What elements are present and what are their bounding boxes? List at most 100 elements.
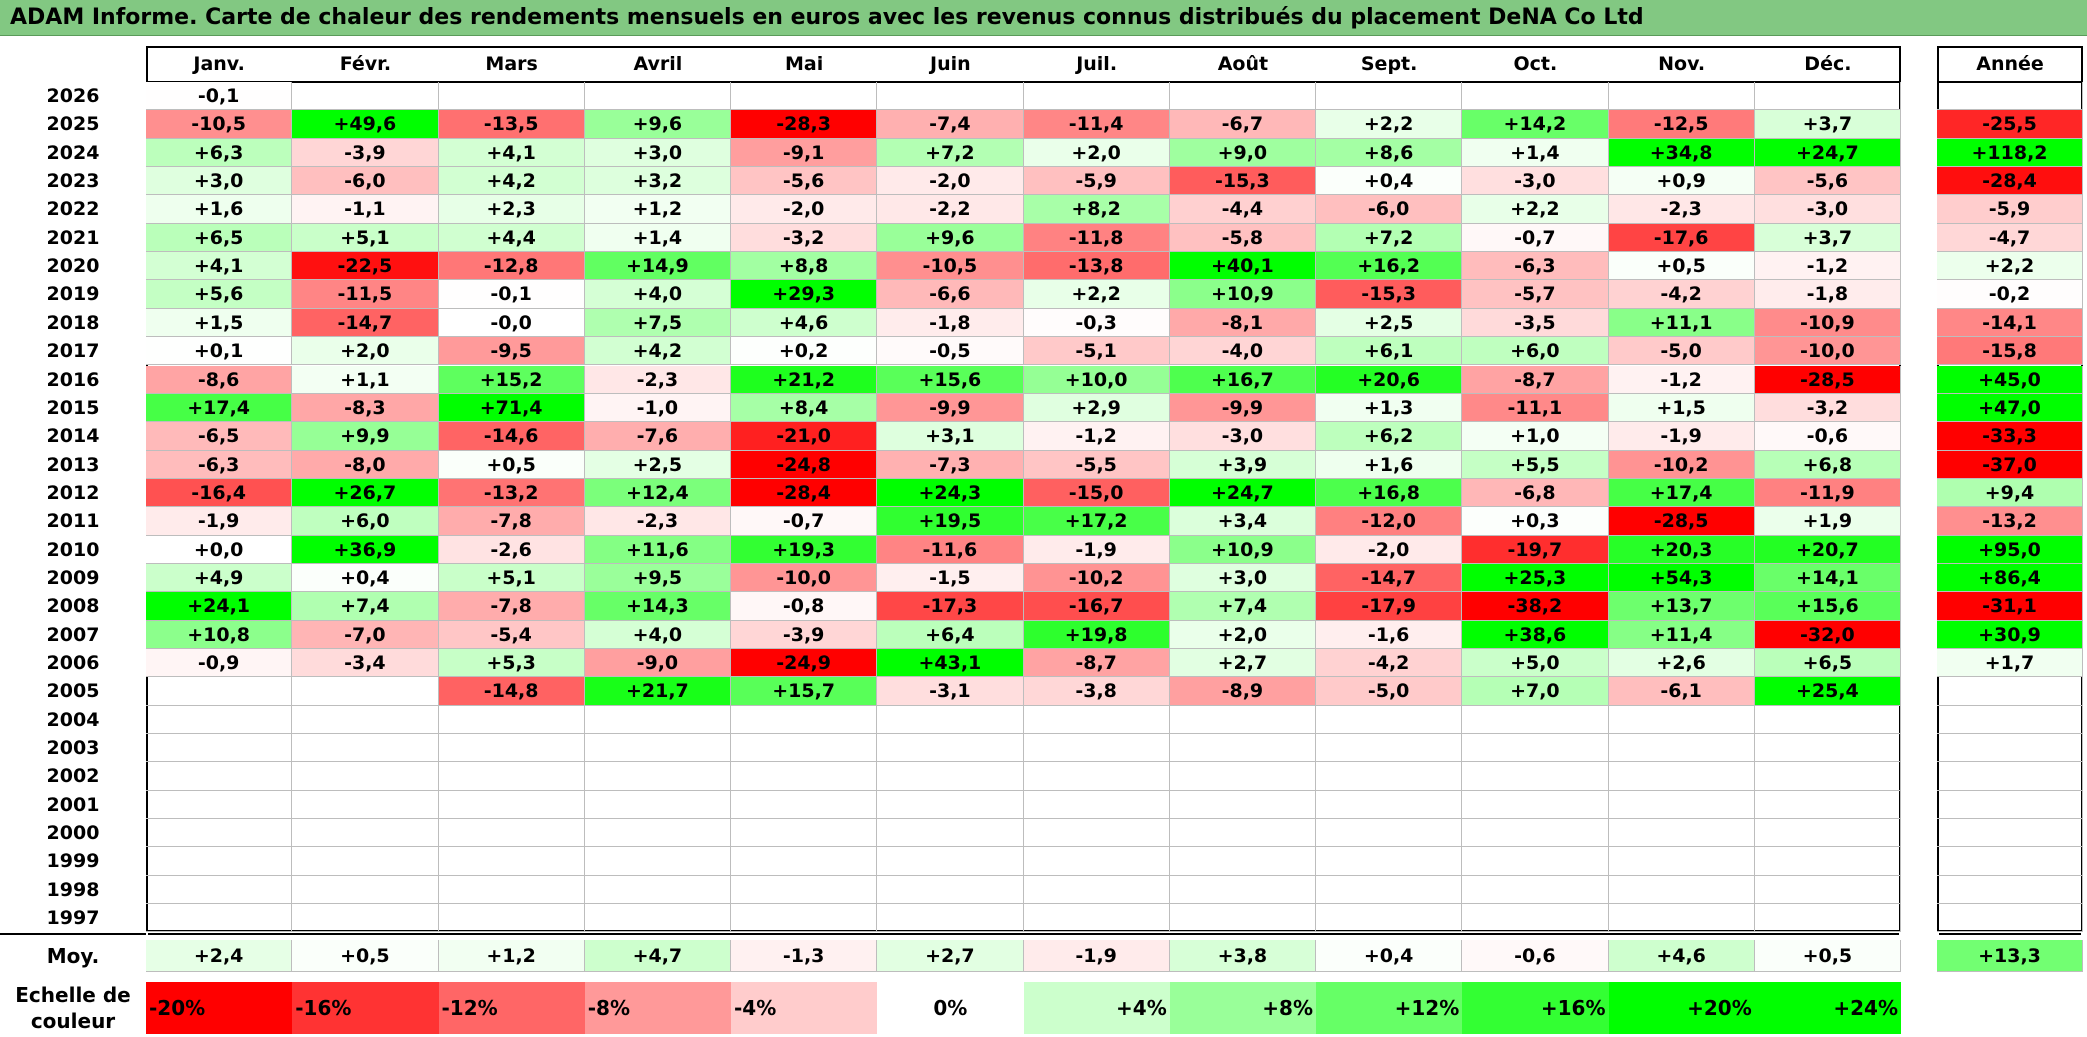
year-label: 2008 (46, 595, 100, 618)
heatmap-cell (1169, 819, 1316, 848)
heatmap-cell: +17,4 (1608, 478, 1755, 508)
heatmap-cell (1169, 790, 1316, 820)
heatmap-cell (877, 82, 1024, 111)
heatmap-cell: -6,3 (1462, 252, 1609, 281)
heatmap-cell (146, 819, 293, 848)
year-label: 2015 (46, 396, 100, 419)
heatmap-cell: -1,8 (1754, 280, 1901, 309)
heatmap-cell: -11,5 (292, 280, 439, 309)
heatmap-cell: -7,3 (877, 450, 1024, 479)
heatmap-cell: -1,2 (1023, 422, 1170, 451)
heatmap-cell: +7,4 (1169, 592, 1316, 621)
heatmap-cell (1023, 705, 1170, 735)
heatmap-cell (438, 705, 585, 735)
heatmap-cell: -6,5 (146, 422, 293, 451)
heatmap-cell: +13,7 (1608, 592, 1755, 621)
annual-cell: -15,8 (1937, 337, 2083, 366)
annual-cell (1937, 705, 2083, 735)
heatmap-cell: -0,7 (1462, 223, 1609, 253)
heatmap-cell: +2,0 (292, 337, 439, 366)
heatmap-cell: -19,7 (1462, 535, 1609, 564)
color-scale-label-line1: Echelle de (15, 983, 131, 1007)
heatmap-cell: -1,9 (146, 507, 293, 536)
heatmap-cell (292, 875, 439, 905)
heatmap-cell (292, 705, 439, 735)
heatmap-cell: -1,2 (1754, 252, 1901, 281)
heatmap-cell: -1,2 (1608, 365, 1755, 394)
heatmap-cell: -1,1 (292, 195, 439, 224)
heatmap-cell: -3,8 (1023, 677, 1170, 706)
year-label: 2002 (46, 765, 100, 788)
heatmap-cell (1023, 762, 1170, 791)
average-annual-cell: +13,3 (1937, 940, 2083, 972)
heatmap-cell: +1,3 (1316, 393, 1463, 423)
heatmap-cell: +24,3 (877, 478, 1024, 508)
heatmap-cell: -2,3 (584, 507, 731, 536)
month-header: Juin (930, 53, 971, 75)
average-cell: +2,7 (877, 940, 1024, 972)
heatmap-cell: +6,2 (1316, 422, 1463, 451)
heatmap-cell: -11,6 (877, 535, 1024, 564)
month-header: Nov. (1658, 53, 1706, 75)
month-header: Avril (633, 53, 683, 75)
average-cell: -1,9 (1023, 940, 1170, 972)
heatmap-cell: -1,8 (877, 308, 1024, 338)
heatmap-cell: +29,3 (731, 280, 878, 309)
year-label: 2000 (46, 822, 100, 845)
heatmap-cell (731, 762, 878, 791)
heatmap-cell: +10,9 (1169, 535, 1316, 564)
heatmap-cell (1023, 819, 1170, 848)
heatmap-cell: +8,6 (1316, 138, 1463, 168)
heatmap-cell (584, 847, 731, 876)
heatmap-cell: +10,9 (1169, 280, 1316, 309)
heatmap-cell: +20,6 (1316, 365, 1463, 394)
heatmap-cell (584, 875, 731, 905)
heatmap-cell: +4,1 (146, 252, 293, 281)
heatmap-cell: -14,6 (438, 422, 585, 451)
heatmap-cell (146, 790, 293, 820)
heatmap-cell (1754, 875, 1901, 905)
annual-cell: +2,2 (1937, 252, 2083, 281)
heatmap-cell (1169, 82, 1316, 111)
heatmap-cell (1754, 790, 1901, 820)
heatmap-cell: -5,4 (438, 620, 585, 649)
heatmap-cell: -14,8 (438, 677, 585, 706)
color-scale-swatch: +4% (1023, 982, 1170, 1034)
heatmap-cell: -10,5 (877, 252, 1024, 281)
heatmap-cell: +3,0 (584, 138, 731, 168)
heatmap-cell (146, 734, 293, 763)
heatmap-cell: -3,0 (1754, 195, 1901, 224)
heatmap-cell: -0,5 (877, 337, 1024, 366)
heatmap-cell (584, 904, 731, 933)
heatmap-cell (1754, 847, 1901, 876)
heatmap-cell (731, 790, 878, 820)
heatmap-cell: -9,9 (877, 393, 1024, 423)
heatmap-cell (731, 847, 878, 876)
heatmap-cell: -11,8 (1023, 223, 1170, 253)
year-label: 2016 (46, 368, 100, 391)
heatmap-cell (292, 790, 439, 820)
annual-cell: +86,4 (1937, 563, 2083, 593)
color-scale-swatch: +20% (1608, 982, 1755, 1034)
heatmap-cell: +7,2 (877, 138, 1024, 168)
heatmap-cell (1754, 819, 1901, 848)
month-header: Oct. (1513, 53, 1558, 75)
year-label: 1997 (46, 907, 100, 930)
year-label: 2007 (46, 623, 100, 646)
heatmap-cell: +11,4 (1608, 620, 1755, 649)
month-header: Août (1217, 53, 1269, 75)
heatmap-cell: +8,2 (1023, 195, 1170, 224)
heatmap-cell (1608, 875, 1755, 905)
heatmap-cell: +16,8 (1316, 478, 1463, 508)
heatmap-cell: +0,4 (292, 563, 439, 593)
heatmap-cell: -8,9 (1169, 677, 1316, 706)
header-separator (1939, 81, 2081, 83)
heatmap-cell (877, 847, 1024, 876)
average-cell: +2,4 (146, 940, 293, 972)
heatmap-cell: -5,8 (1169, 223, 1316, 253)
heatmap-cell (1169, 705, 1316, 735)
heatmap-cell (1754, 734, 1901, 763)
heatmap-cell (584, 762, 731, 791)
heatmap-cell: +0,9 (1608, 167, 1755, 196)
heatmap-cell: +20,3 (1608, 535, 1755, 564)
